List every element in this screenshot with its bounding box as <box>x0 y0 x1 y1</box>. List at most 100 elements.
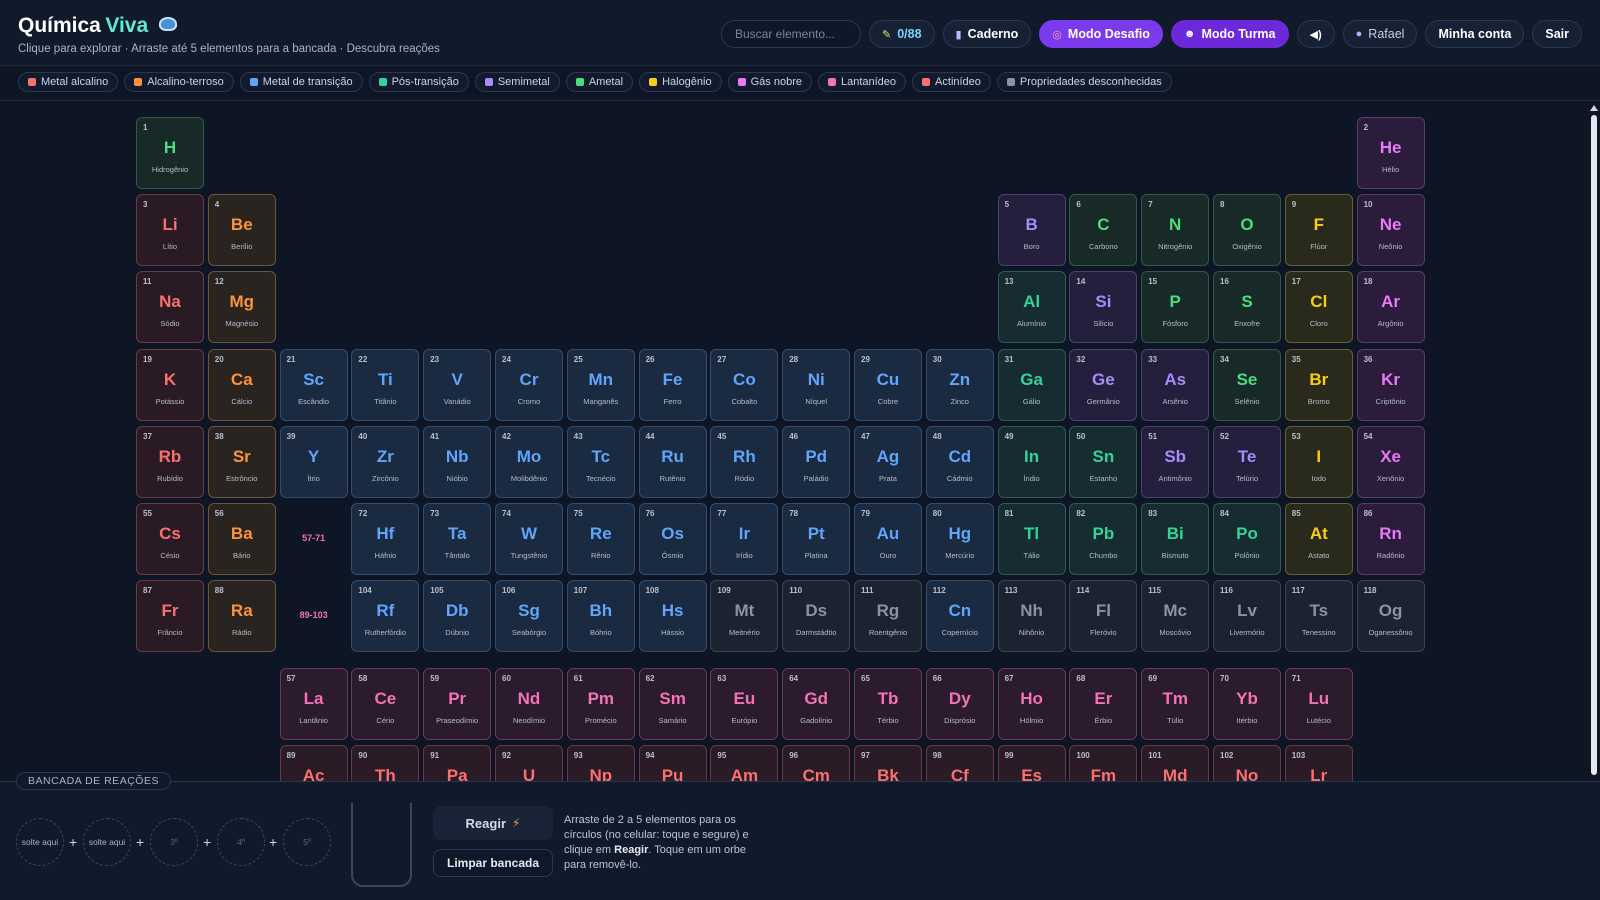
legend-noble[interactable]: Gás nobre <box>727 72 812 92</box>
element-tile-hs[interactable]: 108 Hs Hássio <box>638 580 707 653</box>
element-tile-pm[interactable]: 61 Pm Promécio <box>566 668 635 741</box>
element-tile-fl[interactable]: 114 Fl Fleróvio <box>1069 580 1138 653</box>
element-tile-ra[interactable]: 88 Ra Rádio <box>207 580 276 653</box>
element-tile-y[interactable]: 39 Y Ítrio <box>279 425 348 498</box>
element-tile-th[interactable]: 90ThTório <box>351 745 420 781</box>
element-tile-rb[interactable]: 37 Rb Rubídio <box>136 425 204 498</box>
element-tile-bi[interactable]: 83 Bi Bismuto <box>1141 503 1210 575</box>
element-tile-se[interactable]: 34 Se Selênio <box>1213 348 1281 421</box>
element-tile-mc[interactable]: 115 Mc Moscóvio <box>1141 580 1210 653</box>
element-tile-au[interactable]: 79 Au Ouro <box>854 503 922 575</box>
legend-nonmetal[interactable]: Ametal <box>565 72 634 92</box>
element-tile-cl[interactable]: 17 Cl Cloro <box>1284 271 1353 344</box>
element-tile-og[interactable]: 118 Og Oganessônio <box>1356 580 1425 653</box>
element-tile-at[interactable]: 85 At Astato <box>1284 503 1353 575</box>
element-tile-w[interactable]: 74 W Tungstênio <box>495 503 563 575</box>
legend-actinide[interactable]: Actinídeo <box>912 72 991 92</box>
element-tile-nh[interactable]: 113 Nh Nihônio <box>997 580 1066 653</box>
element-tile-mn[interactable]: 25 Mn Manganês <box>566 348 635 421</box>
element-tile-tb[interactable]: 65 Tb Térbio <box>854 668 922 741</box>
element-tile-pr[interactable]: 59 Pr Praseodímio <box>423 668 492 741</box>
element-tile-fm[interactable]: 100FmFérmio <box>1069 745 1138 781</box>
bench-slot-1[interactable]: solte aqui <box>16 818 64 866</box>
search-input[interactable] <box>720 20 861 48</box>
element-tile-tc[interactable]: 43 Tc Tecnécio <box>566 425 635 498</box>
element-tile-db[interactable]: 105 Db Dúbnio <box>423 580 492 653</box>
element-tile-rh[interactable]: 45 Rh Ródio <box>710 425 779 498</box>
element-tile-no[interactable]: 102NoNobélio <box>1213 745 1281 781</box>
element-tile-mt[interactable]: 109 Mt Meitnério <box>710 580 779 653</box>
element-tile-am[interactable]: 95AmAmerício <box>710 745 779 781</box>
element-tile-al[interactable]: 13 Al Alumínio <box>997 271 1066 344</box>
clear-bench-button[interactable]: Limpar bancada <box>433 849 553 877</box>
legend-post[interactable]: Pós-transição <box>368 72 469 92</box>
element-tile-np[interactable]: 93NpNetúnio <box>566 745 635 781</box>
react-button[interactable]: Reagir ⚡ <box>433 806 553 840</box>
element-tile-as[interactable]: 33 As Arsênio <box>1141 348 1210 421</box>
element-tile-u[interactable]: 92UUrânio <box>495 745 563 781</box>
element-tile-sm[interactable]: 62 Sm Samário <box>638 668 707 741</box>
element-tile-p[interactable]: 15 P Fósforo <box>1141 271 1210 344</box>
element-tile-c[interactable]: 6 C Carbono <box>1069 194 1138 267</box>
element-tile-po[interactable]: 84 Po Polônio <box>1213 503 1281 575</box>
notebook-button[interactable]: ▮ Caderno <box>942 20 1032 48</box>
element-tile-bh[interactable]: 107 Bh Bóhrio <box>566 580 635 653</box>
element-tile-gd[interactable]: 64 Gd Gadolínio <box>782 668 851 741</box>
element-tile-ac[interactable]: 89AcActínio <box>279 745 348 781</box>
element-tile-ir[interactable]: 77 Ir Irídio <box>710 503 779 575</box>
element-tile-pd[interactable]: 46 Pd Paládio <box>782 425 851 498</box>
element-tile-er[interactable]: 68 Er Érbio <box>1069 668 1138 741</box>
element-tile-la[interactable]: 57 La Lantânio <box>279 668 348 741</box>
element-tile-cn[interactable]: 112 Cn Copernício <box>925 580 994 653</box>
element-tile-zn[interactable]: 30 Zn Zinco <box>925 348 994 421</box>
user-button[interactable]: ● Rafael <box>1342 20 1418 48</box>
legend-lanthanide[interactable]: Lantanídeo <box>817 72 907 92</box>
element-tile-rg[interactable]: 111 Rg Roentgênio <box>854 580 922 653</box>
element-tile-fr[interactable]: 87 Fr Frâncio <box>136 580 204 653</box>
class-mode-button[interactable]: ☻ Modo Turma <box>1170 20 1289 48</box>
element-tile-bk[interactable]: 97BkBerquélio <box>854 745 922 781</box>
element-tile-rf[interactable]: 104 Rf Rutherfórdio <box>351 580 420 653</box>
element-tile-md[interactable]: 101MdMendelévio <box>1141 745 1210 781</box>
element-tile-tl[interactable]: 81 Tl Tálio <box>997 503 1066 575</box>
element-tile-es[interactable]: 99EsEinstênio <box>997 745 1066 781</box>
element-tile-fe[interactable]: 26 Fe Ferro <box>638 348 707 421</box>
legend-alkaline[interactable]: Alcalino-terroso <box>124 72 234 92</box>
element-tile-ca[interactable]: 20 Ca Cálcio <box>207 348 276 421</box>
element-tile-hg[interactable]: 80 Hg Mercúrio <box>925 503 994 575</box>
element-tile-re[interactable]: 75 Re Rênio <box>566 503 635 575</box>
element-tile-tm[interactable]: 69 Tm Túlio <box>1141 668 1210 741</box>
element-tile-cr[interactable]: 24 Cr Cromo <box>495 348 563 421</box>
element-tile-ga[interactable]: 31 Ga Gálio <box>997 348 1066 421</box>
element-tile-rn[interactable]: 86 Rn Radônio <box>1356 503 1425 575</box>
element-tile-ni[interactable]: 28 Ni Níquel <box>782 348 851 421</box>
sound-button[interactable]: ◀) <box>1296 20 1335 48</box>
element-tile-s[interactable]: 16 S Enxofre <box>1213 271 1281 344</box>
element-tile-cf[interactable]: 98CfCalifórnio <box>925 745 994 781</box>
element-tile-nb[interactable]: 41 Nb Nióbio <box>423 425 492 498</box>
scroll-up-icon[interactable] <box>1590 105 1598 111</box>
element-tile-be[interactable]: 4 Be Berílio <box>207 194 276 267</box>
element-tile-ar[interactable]: 18 Ar Argônio <box>1356 271 1425 344</box>
element-tile-pb[interactable]: 82 Pb Chumbo <box>1069 503 1138 575</box>
element-tile-te[interactable]: 52 Te Telúrio <box>1213 425 1281 498</box>
element-tile-sg[interactable]: 106 Sg Seabórgio <box>495 580 563 653</box>
element-tile-ds[interactable]: 110 Ds Darmstádtio <box>782 580 851 653</box>
element-tile-sc[interactable]: 21 Sc Escândio <box>279 348 348 421</box>
element-tile-lr[interactable]: 103LrLaurêncio <box>1284 745 1353 781</box>
element-tile-k[interactable]: 19 K Potássio <box>136 348 204 421</box>
element-tile-ru[interactable]: 44 Ru Rutênio <box>638 425 707 498</box>
element-tile-h[interactable]: 1 H Hidrogênio <box>136 117 204 189</box>
element-tile-sn[interactable]: 50 Sn Estanho <box>1069 425 1138 498</box>
element-tile-cd[interactable]: 48 Cd Cádmio <box>925 425 994 498</box>
element-tile-ge[interactable]: 32 Ge Germânio <box>1069 348 1138 421</box>
bench-slot-2[interactable]: solte aqui <box>83 818 131 866</box>
element-tile-cm[interactable]: 96CmCúrio <box>782 745 851 781</box>
bench-slot-3[interactable]: 3º <box>150 818 198 866</box>
element-tile-pa[interactable]: 91PaProtactínio <box>423 745 492 781</box>
element-tile-mo[interactable]: 42 Mo Molibdênio <box>495 425 563 498</box>
element-tile-n[interactable]: 7 N Nitrogênio <box>1141 194 1210 267</box>
element-tile-br[interactable]: 35 Br Bromo <box>1284 348 1353 421</box>
scrollbar-thumb[interactable] <box>1591 115 1597 775</box>
bench-slot-5[interactable]: 5º <box>283 818 331 866</box>
